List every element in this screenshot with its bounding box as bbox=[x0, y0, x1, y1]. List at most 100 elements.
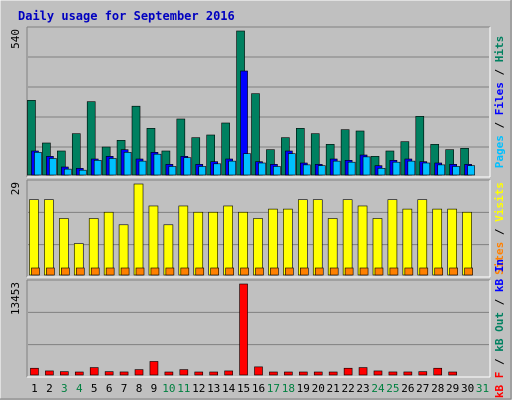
bar-kb-f bbox=[209, 371, 218, 376]
day-label: 7 bbox=[121, 382, 128, 395]
bar-visits bbox=[103, 211, 114, 276]
bar-kb-f bbox=[30, 367, 39, 376]
day-label: 5 bbox=[91, 382, 98, 395]
bar-kb-f bbox=[119, 371, 129, 376]
legend-entry: Hits bbox=[493, 36, 506, 63]
bar-pages bbox=[437, 164, 446, 176]
day-label: 28 bbox=[431, 382, 444, 395]
panel-kbytes-ymax-label: 13453 bbox=[9, 282, 22, 315]
bar-visits bbox=[357, 205, 368, 276]
day-label: 22 bbox=[341, 382, 354, 395]
bar-sites bbox=[344, 267, 354, 276]
day-label: 3 bbox=[61, 382, 68, 395]
day-label: 6 bbox=[106, 382, 113, 395]
bar-visits bbox=[312, 199, 323, 276]
bar-kb-f bbox=[239, 283, 248, 376]
bar-kb-f bbox=[74, 371, 84, 376]
bar-sites bbox=[314, 267, 324, 276]
legend-entry: Visits bbox=[493, 182, 506, 222]
bar-pages bbox=[347, 161, 356, 176]
day-label: 17 bbox=[267, 382, 280, 395]
day-label: 26 bbox=[401, 382, 414, 395]
day-label: 31 bbox=[476, 382, 489, 395]
bar-sites bbox=[329, 267, 339, 276]
bar-pages bbox=[34, 152, 42, 176]
bar-sites bbox=[61, 267, 70, 276]
bar-visits bbox=[298, 199, 308, 276]
bar-pages bbox=[317, 165, 326, 176]
bar-kb-f bbox=[254, 366, 263, 376]
bar-visits bbox=[88, 218, 99, 276]
bar-kb-f bbox=[194, 371, 204, 376]
bar-kb-f bbox=[45, 370, 54, 376]
bar-kb-f bbox=[418, 371, 428, 376]
bar-kb-f bbox=[60, 371, 69, 376]
bar-kb-f bbox=[149, 361, 159, 376]
bar-sites bbox=[31, 267, 40, 276]
bar-visits bbox=[223, 205, 233, 276]
bar-kb-f bbox=[89, 367, 99, 376]
bar-pages bbox=[123, 152, 132, 176]
bar-visits bbox=[118, 224, 129, 276]
bar-sites bbox=[150, 267, 160, 276]
bar-sites bbox=[165, 267, 175, 276]
bar-pages bbox=[362, 156, 371, 176]
bar-kb-f bbox=[313, 371, 323, 376]
day-label: 16 bbox=[252, 382, 265, 395]
bar-sites bbox=[120, 267, 130, 276]
bar-visits bbox=[432, 208, 443, 276]
bar-kb-f bbox=[403, 371, 413, 376]
day-label: 30 bbox=[461, 382, 474, 395]
bar-visits bbox=[462, 211, 472, 276]
bar-sites bbox=[374, 267, 384, 276]
bar-pages bbox=[183, 157, 192, 176]
bar-sites bbox=[300, 267, 309, 276]
bar-visits bbox=[193, 211, 204, 276]
bar-pages bbox=[108, 158, 117, 176]
bar-pages bbox=[422, 162, 431, 176]
bar-visits bbox=[283, 208, 293, 276]
bar-pages bbox=[168, 166, 177, 176]
day-label: 15 bbox=[237, 382, 250, 395]
bar-kb-f bbox=[134, 369, 144, 376]
bar-sites bbox=[195, 267, 205, 276]
legend-entry: / bbox=[493, 62, 506, 82]
bar-pages bbox=[377, 168, 386, 176]
bar-kb-f bbox=[433, 367, 443, 376]
bar-kb-f bbox=[224, 370, 233, 376]
bar-pages bbox=[138, 160, 147, 176]
bar-kb-f bbox=[373, 370, 383, 376]
bar-visits bbox=[327, 218, 338, 276]
bar-pages bbox=[452, 166, 460, 176]
bar-sites bbox=[419, 267, 429, 276]
bar-kb-f bbox=[179, 369, 189, 376]
bar-visits bbox=[44, 199, 54, 276]
panel-visits-ymax-label: 29 bbox=[9, 182, 22, 195]
bar-visits bbox=[253, 218, 263, 276]
bar-pages bbox=[243, 153, 251, 176]
bar-visits bbox=[238, 211, 248, 276]
bar-kb-f bbox=[269, 371, 278, 376]
day-label: 10 bbox=[162, 382, 175, 395]
bar-sites bbox=[285, 267, 294, 276]
bar-sites bbox=[270, 267, 279, 276]
legend-entry: Files bbox=[493, 82, 506, 115]
bar-visits bbox=[133, 183, 144, 276]
bar-pages bbox=[198, 166, 207, 176]
bar-kb-f bbox=[104, 371, 114, 376]
day-label: 8 bbox=[136, 382, 143, 395]
bar-sites bbox=[359, 267, 369, 276]
bar-visits bbox=[208, 211, 218, 276]
legend-entry: / bbox=[493, 222, 506, 242]
bar-kb-f bbox=[388, 371, 398, 376]
bar-pages bbox=[407, 160, 416, 176]
bar-visits bbox=[417, 199, 428, 276]
bar-kb-f bbox=[328, 371, 338, 376]
day-axis-labels: 1 2 3 4 5 6 7 8 9 10 11 12 13 14 15 16 17 18 19 20 21 22 23 24 2… bbox=[31, 382, 489, 395]
bar-pages bbox=[228, 160, 236, 176]
bar-pages bbox=[93, 160, 102, 176]
bar-sites bbox=[90, 267, 100, 276]
legend-entry: / bbox=[493, 115, 506, 135]
